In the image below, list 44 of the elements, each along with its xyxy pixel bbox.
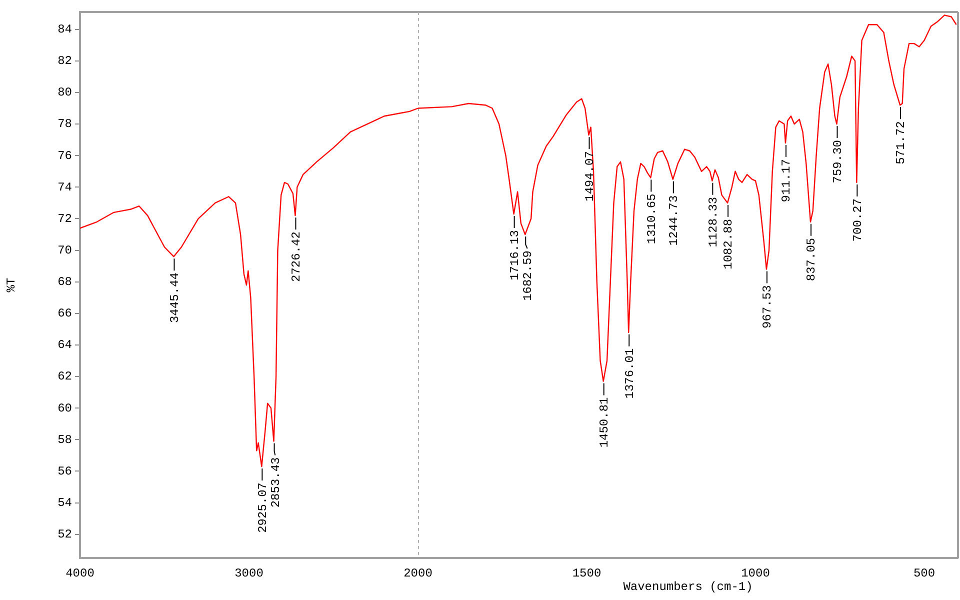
y-tick-label: 68 <box>58 275 72 290</box>
annotation: 1310.65 <box>644 194 659 244</box>
annotation: 3445.44 <box>168 272 182 324</box>
y-tick-label: 62 <box>58 370 72 384</box>
y-tick-label: 64 <box>58 338 72 352</box>
annotation: 2853.43 <box>268 457 283 508</box>
x-tick-label: 2000 <box>404 566 432 580</box>
y-tick-label: 74 <box>58 180 72 194</box>
y-tick-label: 78 <box>58 117 72 132</box>
y-tick-label: 70 <box>58 243 72 258</box>
annotation: 1244.73 <box>667 195 682 246</box>
annotation: 1450.81 <box>598 397 612 448</box>
x-tick-label: 1000 <box>741 566 770 580</box>
y-tick-label: 54 <box>58 496 72 510</box>
annotation: 1128.33 <box>706 196 720 248</box>
y-tick-label: 58 <box>58 432 72 447</box>
annotation: 571.72 <box>894 121 908 164</box>
annotation: 1376.01 <box>622 348 637 399</box>
x-tick-label: 1500 <box>572 566 602 580</box>
x-tick-label: 3000 <box>234 566 264 580</box>
annotation: 700.27 <box>850 198 865 242</box>
y-axis-title: %T <box>4 278 18 292</box>
y-tick-label: 80 <box>58 86 72 100</box>
x-tick-label: 500 <box>913 566 936 580</box>
annotation: 911.17 <box>780 158 794 202</box>
annotation: 759.30 <box>830 140 845 184</box>
y-tick-label: 84 <box>58 22 72 37</box>
annotation: 1494.07 <box>582 151 597 202</box>
y-tick-label: 52 <box>58 528 72 542</box>
annotation: 2726.42 <box>289 232 304 282</box>
y-tick-label: 66 <box>58 306 72 321</box>
y-tick-label: 76 <box>58 148 72 163</box>
annotation: 2925.07 <box>256 482 270 533</box>
annotation: 1716.13 <box>508 230 522 280</box>
x-axis-title: Wavenumbers (cm-1) <box>623 580 753 594</box>
annotation: 837.05 <box>804 238 819 282</box>
y-tick-label: 56 <box>58 464 72 478</box>
y-tick-label: 82 <box>58 54 72 68</box>
annotation: 967.53 <box>760 285 775 328</box>
x-tick-label: 4000 <box>66 566 94 580</box>
annotation: 1082.88 <box>722 218 736 270</box>
y-tick-label: 60 <box>58 401 72 416</box>
annotation: 1682.59 <box>520 250 535 301</box>
y-tick-label: 72 <box>58 212 72 226</box>
